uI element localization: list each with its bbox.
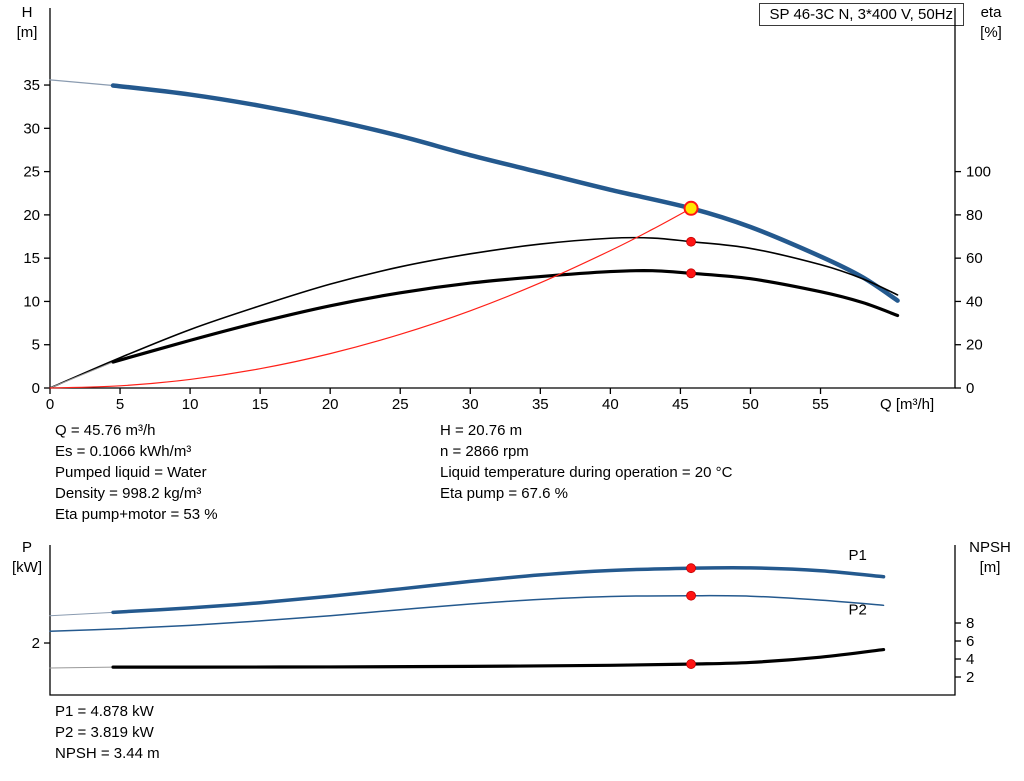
npsh-axis-unit: [m]: [979, 559, 1001, 576]
svg-text:40: 40: [602, 396, 619, 413]
svg-text:30: 30: [462, 396, 479, 413]
svg-text:25: 25: [23, 164, 40, 181]
svg-text:6: 6: [966, 633, 974, 650]
svg-text:40: 40: [966, 293, 983, 310]
svg-text:15: 15: [252, 396, 269, 413]
left-axis-title-top: H [m]: [6, 3, 48, 43]
p-axis-name: P: [21, 539, 32, 556]
p1-curve-lead: [49, 611, 114, 617]
duty-info-left: Q = 45.76 m³/h Es = 0.1066 kWh/m³ Pumped…: [55, 420, 218, 525]
svg-text:55: 55: [812, 396, 829, 413]
qh-chart-svg: 0 5 10 15 20 25 30 35 0 20 40 60 80 100 0 5 10 15 20 25 30 35…: [23, 8, 991, 413]
svg-text:50: 50: [742, 396, 759, 413]
npsh-curve-lead: [49, 666, 114, 669]
svg-text:5: 5: [116, 396, 124, 413]
duty-eta-pump: Eta pump = 67.6 %: [440, 485, 568, 502]
system-curve: [49, 207, 692, 389]
eta-axis-name: eta: [980, 4, 1002, 21]
svg-text:15: 15: [23, 250, 40, 267]
svg-text:100: 100: [966, 164, 991, 181]
duty-eta-pump-motor: Eta pump+motor = 53 %: [55, 506, 218, 523]
svg-text:25: 25: [392, 396, 409, 413]
svg-text:0: 0: [966, 380, 974, 397]
result-p2: P2 = 3.819 kW: [55, 724, 154, 741]
svg-text:0: 0: [46, 396, 54, 413]
svg-text:0: 0: [32, 380, 40, 397]
power-results: P1 = 4.878 kW P2 = 3.819 kW NPSH = 3.44 …: [55, 701, 160, 764]
svg-text:10: 10: [182, 396, 199, 413]
left-axis-title-bottom: P [kW]: [6, 538, 48, 578]
svg-text:45: 45: [672, 396, 689, 413]
svg-text:10: 10: [23, 293, 40, 310]
duty-q: Q = 45.76 m³/h: [55, 422, 156, 439]
curve-label-p2: P2: [849, 601, 867, 618]
svg-text:5: 5: [32, 337, 40, 354]
svg-text:35: 35: [23, 77, 40, 94]
p-axis-unit: [kW]: [12, 559, 42, 576]
q-axis-label: Q [m³/h]: [880, 396, 935, 413]
svg-text:30: 30: [23, 120, 40, 137]
eta-pump-motor-curve: [111, 268, 900, 364]
eta-pump-curve: [49, 236, 899, 389]
result-npsh: NPSH = 3.44 m: [55, 745, 160, 762]
p2-curve: [49, 594, 885, 633]
svg-text:20: 20: [966, 337, 983, 354]
svg-text:20: 20: [322, 396, 339, 413]
duty-es: Es = 0.1066 kWh/m³: [55, 443, 192, 460]
duty-liquid: Pumped liquid = Water: [55, 464, 207, 481]
eta-axis-unit: [%]: [980, 24, 1002, 41]
h-axis-unit: [m]: [16, 24, 38, 41]
right-axis-title-bottom: NPSH [m]: [960, 538, 1020, 578]
head-curve-lead: [49, 79, 114, 87]
svg-text:4: 4: [966, 651, 974, 668]
npsh-curve: [111, 647, 886, 669]
eta-pump-motor-lead: [49, 361, 114, 389]
duty-h: H = 20.76 m: [440, 422, 523, 439]
right-axis-title-top: eta [%]: [963, 3, 1019, 43]
svg-text:60: 60: [966, 250, 983, 267]
npsh-point: [686, 659, 696, 669]
svg-text:35: 35: [532, 396, 549, 413]
duty-density: Density = 998.2 kg/m³: [55, 485, 202, 502]
svg-text:2: 2: [32, 635, 40, 652]
duty-speed: n = 2866 rpm: [440, 443, 529, 460]
h-axis-name: H: [21, 4, 33, 21]
svg-text:20: 20: [23, 207, 40, 224]
svg-text:2: 2: [966, 669, 974, 686]
duty-point: [683, 200, 699, 216]
pump-model-title: SP 46-3C N, 3*400 V, 50Hz: [758, 3, 964, 26]
curve-label-p1: P1: [849, 547, 867, 564]
npsh-axis-name: NPSH: [969, 539, 1011, 556]
p1-curve: [111, 565, 886, 615]
result-p1: P1 = 4.878 kW: [55, 703, 154, 720]
p1-point: [686, 563, 696, 574]
svg-text:80: 80: [966, 207, 983, 224]
p2-point: [686, 590, 696, 601]
duty-temperature: Liquid temperature during operation = 20…: [440, 464, 733, 481]
duty-info-right: H = 20.76 m n = 2866 rpm Liquid temperat…: [440, 420, 732, 504]
svg-text:8: 8: [966, 615, 974, 632]
eta-pump-point: [686, 236, 696, 247]
eta-pump-motor-point: [686, 268, 696, 279]
head-curve: [110, 83, 900, 303]
